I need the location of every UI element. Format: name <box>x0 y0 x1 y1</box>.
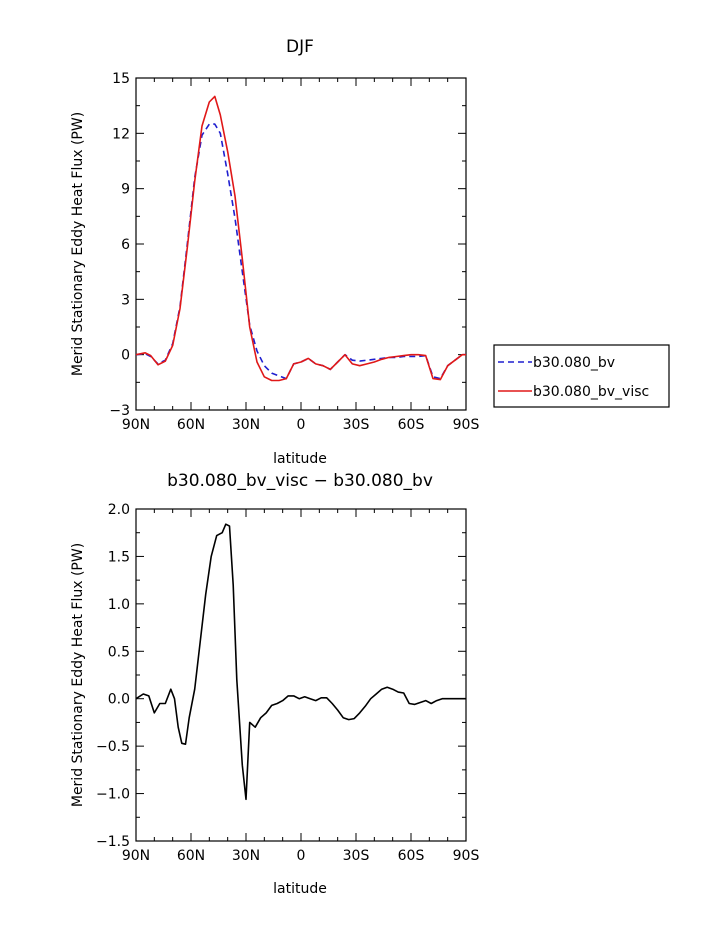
y-tick-label: 3 <box>121 292 130 308</box>
legend-label-1: b30.080_bv_visc <box>533 384 649 400</box>
y-tick-label: −0.5 <box>96 739 130 755</box>
x-tick-label: 0 <box>297 848 306 864</box>
top-ticks: 90N 60N 30N 0 30S 60S 90S −3 0 3 6 9 12 15 <box>109 71 479 433</box>
series-line-0 <box>135 123 466 380</box>
x-tick-label: 60N <box>177 417 205 433</box>
x-tick-label: 0 <box>297 417 306 433</box>
top-plot-frame <box>135 77 467 411</box>
y-tick-label: 9 <box>121 182 130 198</box>
legend-box <box>493 344 670 408</box>
top-panel: DJF 90N 60N 30N 0 30S 60S 90S −3 0 3 6 9 12 15 latitu… <box>70 37 479 467</box>
top-ylabel: Merid Stationary Eddy Heat Flux (PW) <box>70 112 86 376</box>
y-tick-label: 0.5 <box>108 644 130 660</box>
series-line-1 <box>135 95 466 382</box>
bottom-panel: b30.080_bv_visc − b30.080_bv 90N 60N 30N 0 3… <box>70 471 479 897</box>
y-tick-label: −1.5 <box>96 834 130 850</box>
y-tick-label: 15 <box>112 71 130 87</box>
y-tick-label: 2.0 <box>108 502 130 518</box>
y-tick-label: −3 <box>109 403 130 419</box>
y-tick-label: 0.0 <box>108 692 130 708</box>
bottom-ticks: 90N 60N 30N 0 30S 60S 90S −1.5 −1.0 −0.5 0.0 0.5 1.0… <box>96 502 479 864</box>
top-panel-title: DJF <box>286 37 314 57</box>
series-line-0 <box>135 523 466 801</box>
x-tick-label: 30S <box>343 848 370 864</box>
y-tick-label: 1.5 <box>108 549 130 565</box>
x-tick-label: 90S <box>453 417 480 433</box>
legend-label-0: b30.080_bv <box>533 355 615 371</box>
x-tick-label: 30S <box>343 417 370 433</box>
x-tick-label: 90N <box>122 848 150 864</box>
x-tick-label: 30N <box>232 417 260 433</box>
y-tick-label: 12 <box>112 126 130 142</box>
y-tick-label: 6 <box>121 237 130 253</box>
x-tick-label: 60N <box>177 848 205 864</box>
y-tick-label: 0 <box>121 348 130 364</box>
top-xlabel: latitude <box>273 451 327 467</box>
y-tick-label: 1.0 <box>108 597 130 613</box>
top-lines <box>135 95 466 382</box>
bottom-ylabel: Merid Stationary Eddy Heat Flux (PW) <box>70 543 86 807</box>
x-tick-label: 90S <box>453 848 480 864</box>
x-tick-label: 30N <box>232 848 260 864</box>
bottom-lines <box>135 523 466 801</box>
bottom-panel-title: b30.080_bv_visc − b30.080_bv <box>167 471 433 491</box>
bottom-xlabel: latitude <box>273 881 327 897</box>
x-tick-label: 60S <box>398 848 425 864</box>
y-tick-label: −1.0 <box>96 787 130 803</box>
x-tick-label: 90N <box>122 417 150 433</box>
legend: b30.080_bv b30.080_bv_visc <box>493 344 670 408</box>
x-tick-label: 60S <box>398 417 425 433</box>
bottom-plot-frame <box>135 508 467 842</box>
